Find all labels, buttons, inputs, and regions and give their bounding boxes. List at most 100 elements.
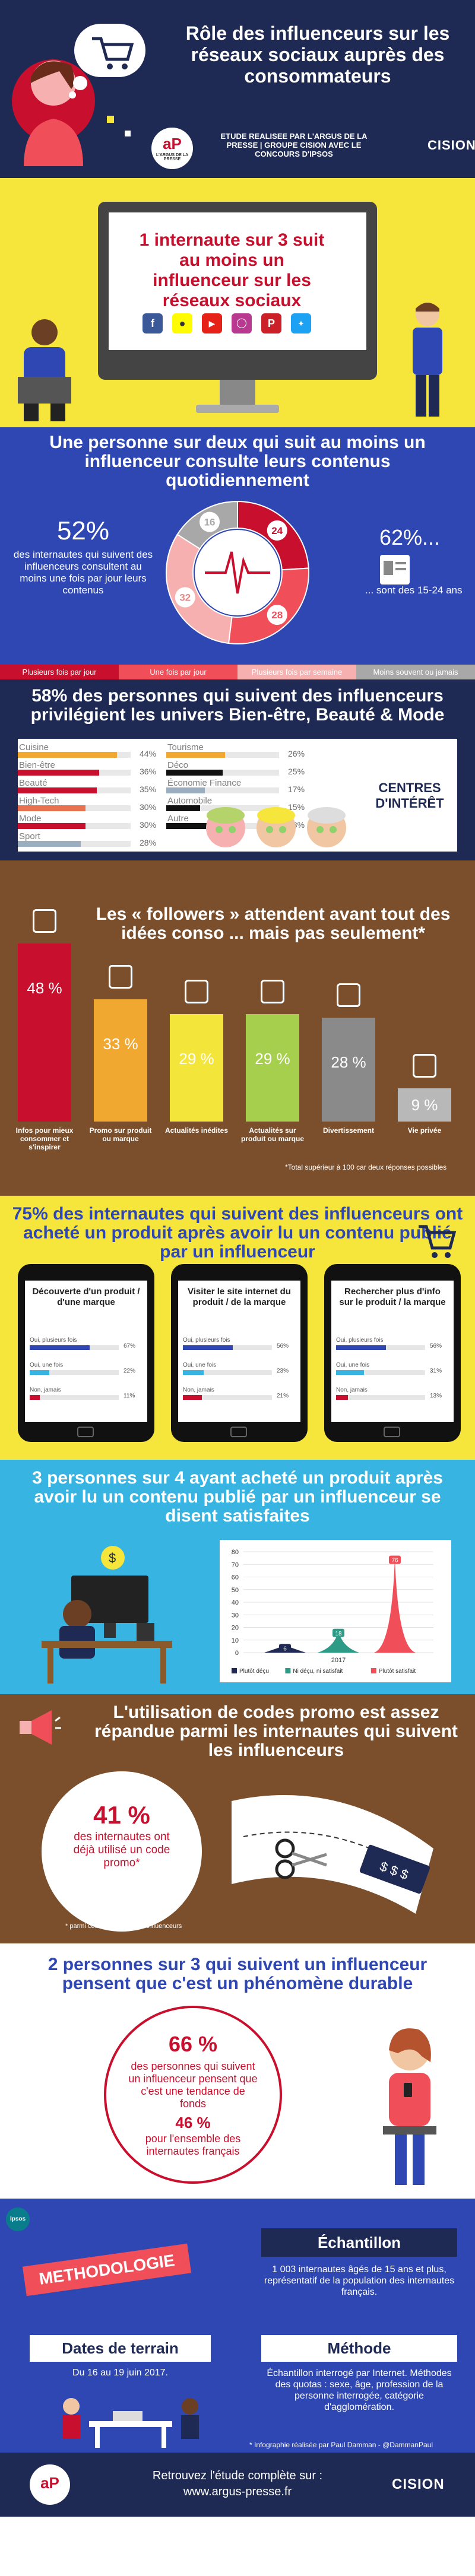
- follower-bar-value: 29 %: [255, 1049, 290, 1068]
- heartbeat-icon: [205, 551, 270, 594]
- promo-section: L'utilisation de codes promo est assez r…: [0, 1694, 475, 1943]
- interest-bar: [18, 805, 86, 811]
- data-label: 76: [391, 1558, 398, 1564]
- interests-label: CENTRES D'INTÉRÊT: [375, 780, 444, 811]
- interest-percentage: 36%: [140, 767, 157, 776]
- data-label-bg: [279, 1644, 291, 1653]
- cision-logo: CISION: [428, 138, 475, 153]
- legend-entry: Plutôt satisfait: [379, 1668, 416, 1675]
- thumbs-up-icon: [261, 979, 284, 1003]
- y-tick-label: 0: [235, 1650, 239, 1657]
- phone-row-value: 67%: [124, 1343, 136, 1349]
- interest-name: Mode: [19, 814, 42, 824]
- phone-row-bar: [336, 1345, 386, 1350]
- y-tick-label: 70: [232, 1561, 239, 1568]
- monitor-illustration: 1 internaute sur 3 suit au moins un infl…: [98, 202, 377, 413]
- interest-percentage: 28%: [140, 838, 157, 847]
- argus-logo: aP L'ARGUS DE LA PRESSE: [151, 128, 193, 169]
- follower-bar: [18, 944, 71, 1122]
- shopping-cart-icon: [92, 37, 134, 69]
- phone-home-button: [384, 1427, 400, 1437]
- header-section: Rôle des influenceurs sur les réseaux so…: [0, 0, 475, 178]
- phone-home-button: [77, 1427, 94, 1437]
- snapchat-icon: ●: [172, 313, 192, 333]
- interest-name: Autre: [167, 814, 189, 824]
- legend-swatch: [232, 1668, 237, 1673]
- pinterest-icon: P: [261, 313, 281, 333]
- intro-section: 1 internaute sur 3 suit au moins un infl…: [0, 178, 475, 427]
- follower-bar: [246, 1014, 299, 1122]
- follower-bar: [322, 1018, 375, 1122]
- chart-series-peak: [318, 1630, 359, 1653]
- phone-row-bar: [336, 1370, 364, 1375]
- interest-name: Automobile: [167, 796, 213, 806]
- interest-name: Beauté: [19, 778, 48, 788]
- y-tick-label: 80: [232, 1549, 239, 1556]
- follower-bar-value: 9 %: [411, 1095, 438, 1114]
- y-tick-label: 40: [232, 1599, 239, 1606]
- phone-row-label: Oui, une fois: [30, 1362, 64, 1368]
- argus-footer-logo: aP: [30, 2464, 70, 2505]
- phone-row-track: [336, 1370, 425, 1375]
- left-percentage: 52%: [56, 516, 110, 545]
- footer-link[interactable]: www.argus-presse.fr: [183, 2485, 292, 2498]
- method-title: Méthode: [261, 2335, 457, 2362]
- phone-row-label: Oui, plusieurs fois: [183, 1337, 230, 1343]
- y-tick-label: 20: [232, 1625, 239, 1632]
- man-computer-illustration: $: [42, 1546, 172, 1684]
- phone-row-label: Oui, une fois: [336, 1362, 370, 1368]
- cision-footer-logo: CISION: [392, 2476, 445, 2492]
- newspaper-icon: [185, 979, 208, 1003]
- follower-bar-label: Promo sur produit ou marque: [89, 1126, 152, 1143]
- durable-description-1: des personnes qui suivent un influenceur…: [128, 2060, 258, 2110]
- interest-percentage: 17%: [288, 784, 305, 794]
- interest-name: Cuisine: [19, 742, 49, 752]
- follower-bar-label: Divertissement: [322, 1126, 375, 1135]
- shopping-cart-icon: [419, 1225, 457, 1258]
- sample-title: Échantillon: [261, 2228, 457, 2257]
- phone-home-button: [230, 1427, 247, 1437]
- interest-percentage: 44%: [140, 749, 157, 758]
- man-laptop-illustration: [18, 319, 71, 421]
- study-credit: ETUDE REALISEE PAR L'ARGUS DE LA PRESSE …: [220, 132, 368, 158]
- scissors-icon: [275, 1838, 327, 1879]
- intro-headline: 1 internaute sur 3 suit au moins un infl…: [139, 230, 325, 310]
- id-card-icon: [380, 555, 410, 585]
- woman-phone-illustration: [383, 2028, 436, 2185]
- phone-card-title: Découverte d'un produit / d'une marque: [32, 1287, 140, 1307]
- purchase-section: 75% des internautes qui suivent des infl…: [0, 1196, 475, 1460]
- spa-face-icon: [256, 807, 296, 847]
- donut-slice: [227, 567, 309, 644]
- footer-text: Retrouvez l'étude complète sur :: [152, 2469, 323, 2482]
- durable-description-2: pour l'ensemble des internautes français: [145, 2133, 241, 2157]
- legend-plusieurs-semaine: Plusieurs fois par semaine: [238, 665, 356, 679]
- interest-name: Sport: [19, 831, 40, 841]
- svg-text:$: $: [109, 1551, 116, 1565]
- phone-row-label: Oui, plusieurs fois: [336, 1337, 384, 1343]
- durable-title: 2 personnes sur 3 qui suivent un influen…: [48, 1955, 428, 1993]
- durable-percentage-2: 46 %: [175, 2114, 211, 2132]
- follower-bar-label: Vie privée: [407, 1126, 442, 1135]
- followers-section: Les « followers » attendent avant tout d…: [0, 860, 475, 1196]
- y-tick-label: 60: [232, 1574, 239, 1581]
- follower-bar: [170, 1014, 223, 1122]
- shopper-head-illustration: [12, 24, 145, 166]
- phone-row-label: Non, jamais: [30, 1387, 61, 1393]
- instagram-icon: ◯: [232, 313, 252, 333]
- donut-slice-badge: [267, 605, 287, 625]
- gift-icon: [337, 983, 360, 1007]
- donut-slice-label: 32: [179, 592, 191, 603]
- phone-row-track: [30, 1370, 119, 1375]
- megaphone-icon: [20, 1710, 61, 1745]
- phone-row-value: 13%: [430, 1393, 442, 1399]
- donut-slice-badge: [200, 512, 220, 532]
- promo-circle: 41 % des internautes ont déjà utilisé un…: [42, 1771, 202, 1932]
- dates-title: Dates de terrain: [30, 2335, 211, 2362]
- phone-card: Rechercher plus d'info sur le produit / …: [324, 1264, 461, 1442]
- phone-row-value: 23%: [277, 1368, 289, 1374]
- lightbulb-icon: [33, 909, 56, 933]
- data-label: 18: [335, 1631, 342, 1637]
- interest-name: Tourisme: [167, 742, 204, 752]
- durable-circle: 66 % des personnes qui suivent un influe…: [104, 2006, 282, 2184]
- interest-percentage: 15%: [288, 802, 305, 812]
